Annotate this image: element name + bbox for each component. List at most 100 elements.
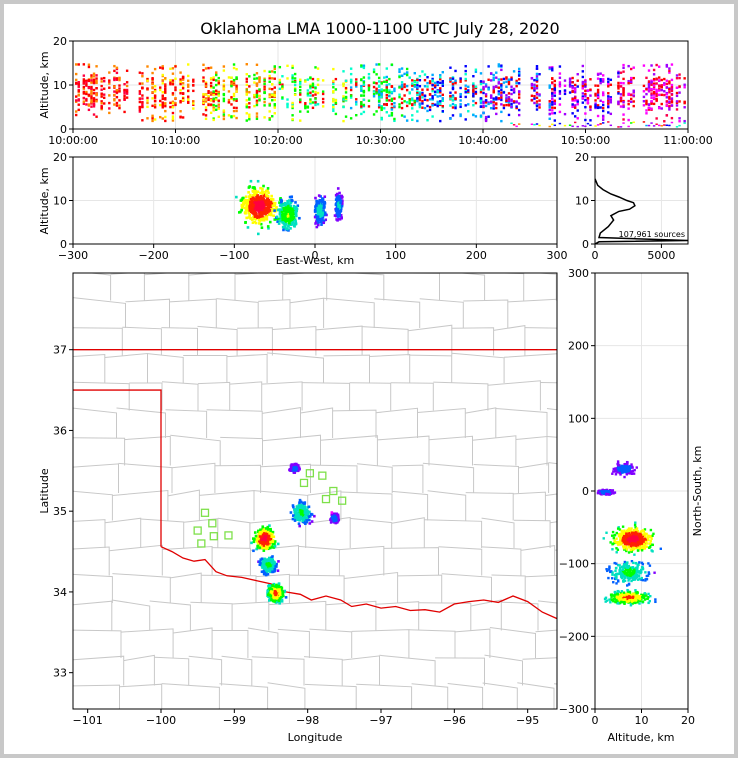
- time-altitude-point: [515, 79, 518, 83]
- county-boundary: [272, 325, 317, 356]
- time-altitude-point: [622, 77, 625, 81]
- map-source-point: [270, 598, 273, 602]
- east-west-point: [253, 201, 257, 204]
- map-source-point: [268, 537, 272, 541]
- time-altitude-point: [586, 89, 590, 92]
- north-south-point: [631, 544, 635, 547]
- time-altitude-point: [517, 123, 521, 125]
- time-altitude-point: [421, 102, 424, 105]
- county-boundary: [441, 573, 492, 603]
- time-altitude-point: [451, 99, 455, 102]
- time-altitude-point: [487, 65, 490, 68]
- time-altitude-point: [675, 100, 679, 103]
- time-altitude-point: [202, 92, 205, 96]
- time-altitude-point: [683, 86, 686, 89]
- time-altitude-point: [82, 80, 86, 83]
- time-altitude-point: [123, 89, 126, 92]
- time-altitude-point: [151, 114, 154, 118]
- time-altitude-point: [464, 104, 467, 107]
- map-source-point: [296, 513, 300, 516]
- time-altitude-point: [385, 67, 388, 70]
- time-altitude-point: [607, 83, 610, 86]
- time-altitude-point: [380, 95, 383, 99]
- time-altitude-point: [355, 78, 358, 81]
- east-west-point: [262, 194, 266, 198]
- time-altitude-point: [77, 98, 80, 101]
- time-altitude-point: [411, 103, 414, 106]
- time-altitude-point: [400, 97, 404, 101]
- east-west-point: [248, 203, 252, 207]
- time-altitude-point: [683, 100, 686, 104]
- county-boundary: [262, 407, 301, 438]
- time-altitude-point: [535, 77, 539, 80]
- time-altitude-point: [431, 115, 434, 118]
- north-south-point: [615, 551, 618, 554]
- east-west-point: [275, 217, 279, 221]
- time-altitude-point: [464, 69, 467, 73]
- map-source-point: [337, 518, 341, 522]
- time-altitude-point: [500, 78, 503, 81]
- east-west-point: [281, 215, 285, 219]
- time-altitude-point: [581, 64, 585, 68]
- time-altitude-point: [670, 88, 674, 91]
- time-altitude-point: [321, 79, 325, 82]
- time-altitude-point: [187, 63, 190, 66]
- time-altitude-point: [286, 98, 289, 101]
- county-boundary: [173, 627, 213, 658]
- time-altitude-point: [75, 81, 78, 85]
- east-west-point: [315, 203, 318, 207]
- time-altitude-point: [670, 78, 674, 82]
- time-altitude-point: [151, 86, 154, 89]
- time-altitude-point: [589, 124, 592, 126]
- time-altitude-point: [607, 102, 610, 105]
- time-altitude-point: [255, 95, 259, 99]
- time-altitude-point: [449, 104, 452, 107]
- time-altitude-point: [576, 73, 579, 76]
- time-altitude-point: [258, 79, 261, 82]
- time-altitude-point: [161, 101, 164, 105]
- time-altitude-point: [573, 83, 577, 87]
- time-altitude-point: [344, 97, 348, 101]
- time-altitude-point: [665, 124, 669, 127]
- time-altitude-point: [306, 110, 310, 113]
- time-altitude-point: [670, 93, 674, 96]
- county-boundary: [307, 490, 342, 521]
- north-south-point: [649, 540, 652, 543]
- time-altitude-point: [362, 83, 366, 86]
- time-altitude-point: [581, 82, 585, 85]
- time-altitude-point: [551, 98, 554, 101]
- time-altitude-point: [380, 108, 383, 112]
- time-altitude-point: [82, 74, 86, 77]
- time-altitude-point: [400, 101, 404, 105]
- source-count-annotation: 107,961 sources: [619, 230, 685, 239]
- time-altitude-point: [268, 77, 271, 80]
- east-west-point: [338, 213, 341, 217]
- time-altitude-point: [153, 90, 157, 93]
- time-altitude-point: [286, 64, 289, 68]
- map-source-point: [336, 513, 339, 517]
- map-source-point: [256, 537, 260, 541]
- east-west-point: [338, 199, 342, 203]
- time-altitude-point: [304, 104, 307, 108]
- east-west-point: [279, 215, 282, 219]
- north-south-point: [641, 545, 645, 549]
- lma-figure: Oklahoma LMA 1000-1100 UTC July 28, 2020…: [4, 4, 734, 754]
- time-altitude-point: [222, 97, 226, 100]
- east-west-point: [252, 196, 255, 200]
- time-altitude-point: [362, 64, 366, 67]
- time-altitude-point: [153, 96, 157, 99]
- time-altitude-point: [454, 97, 457, 100]
- east-west-point: [316, 207, 320, 211]
- east-west-point: [322, 204, 326, 208]
- time-altitude-point: [563, 124, 567, 127]
- time-altitude-point: [492, 90, 495, 93]
- time-altitude-point: [92, 81, 96, 84]
- county-boundary: [161, 327, 198, 356]
- time-altitude-point: [535, 108, 539, 111]
- time-altitude-point: [449, 91, 452, 94]
- time-altitude-point: [306, 89, 310, 92]
- time-altitude-point: [568, 91, 572, 94]
- time-altitude-point: [248, 98, 251, 101]
- time-altitude-point: [484, 83, 488, 86]
- time-altitude-point: [108, 82, 111, 85]
